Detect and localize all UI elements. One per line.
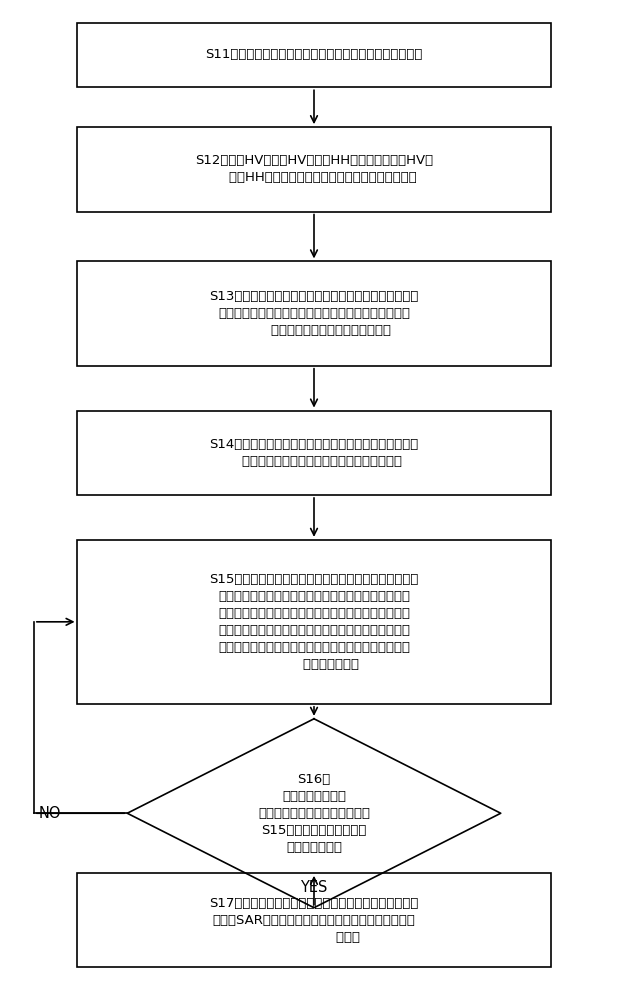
FancyBboxPatch shape — [77, 23, 551, 87]
FancyBboxPatch shape — [77, 873, 551, 967]
Text: S13：选取不同季节和不同海洋环境条件的三通道遥感图
像进行海冰和海水范围的人工标注，并对标记好的图像
        进行增强操作，生成训练样本集；: S13：选取不同季节和不同海洋环境条件的三通道遥感图 像进行海冰和海水范围的人工… — [209, 290, 419, 337]
Text: S15：将新生成的未经人工标注的三通道遥感图像输入所
述海冰和海水自动分割的模型，得到海冰和海水的识别
的初步结果，将未能成功识别的图像挑出并进行人工修
改并加: S15：将新生成的未经人工标注的三通道遥感图像输入所 述海冰和海水自动分割的模型… — [209, 573, 419, 671]
Text: S16：
判断分割结果是否
达到理想精度，若未达到则重复
S15，若已达到理想精度则
进行下一步骤；: S16： 判断分割结果是否 达到理想精度，若未达到则重复 S15，若已达到理想精… — [258, 773, 370, 854]
Text: NO: NO — [38, 806, 61, 821]
Text: S11：对合成孔径雷达交叉、同极化遥感数据进行预处理；: S11：对合成孔径雷达交叉、同极化遥感数据进行预处理； — [205, 48, 423, 61]
Text: S12：利用HV极化、HV极化与HH极化之差、以及HV极
    化与HH极化之比三组数据，合成三通道遥感图像；: S12：利用HV极化、HV极化与HH极化之差、以及HV极 化与HH极化之比三组数… — [195, 154, 433, 184]
FancyBboxPatch shape — [77, 127, 551, 212]
FancyBboxPatch shape — [77, 410, 551, 495]
Text: S14：将生成的训练样本数据作为输入，完成对深度学习
    模型的训练，得到海冰和海水自动分割模型；: S14：将生成的训练样本数据作为输入，完成对深度学习 模型的训练，得到海冰和海水… — [209, 438, 419, 468]
Text: YES: YES — [300, 880, 328, 895]
FancyBboxPatch shape — [77, 540, 551, 704]
Text: S17：应用训练后的海冰和海水自动分割模型对整幅处理
之后的SAR图像进行分类，最终得到海冰和海水分割的
                图像。: S17：应用训练后的海冰和海水自动分割模型对整幅处理 之后的SAR图像进行分类，… — [209, 897, 419, 944]
Polygon shape — [127, 719, 501, 908]
FancyBboxPatch shape — [77, 261, 551, 366]
